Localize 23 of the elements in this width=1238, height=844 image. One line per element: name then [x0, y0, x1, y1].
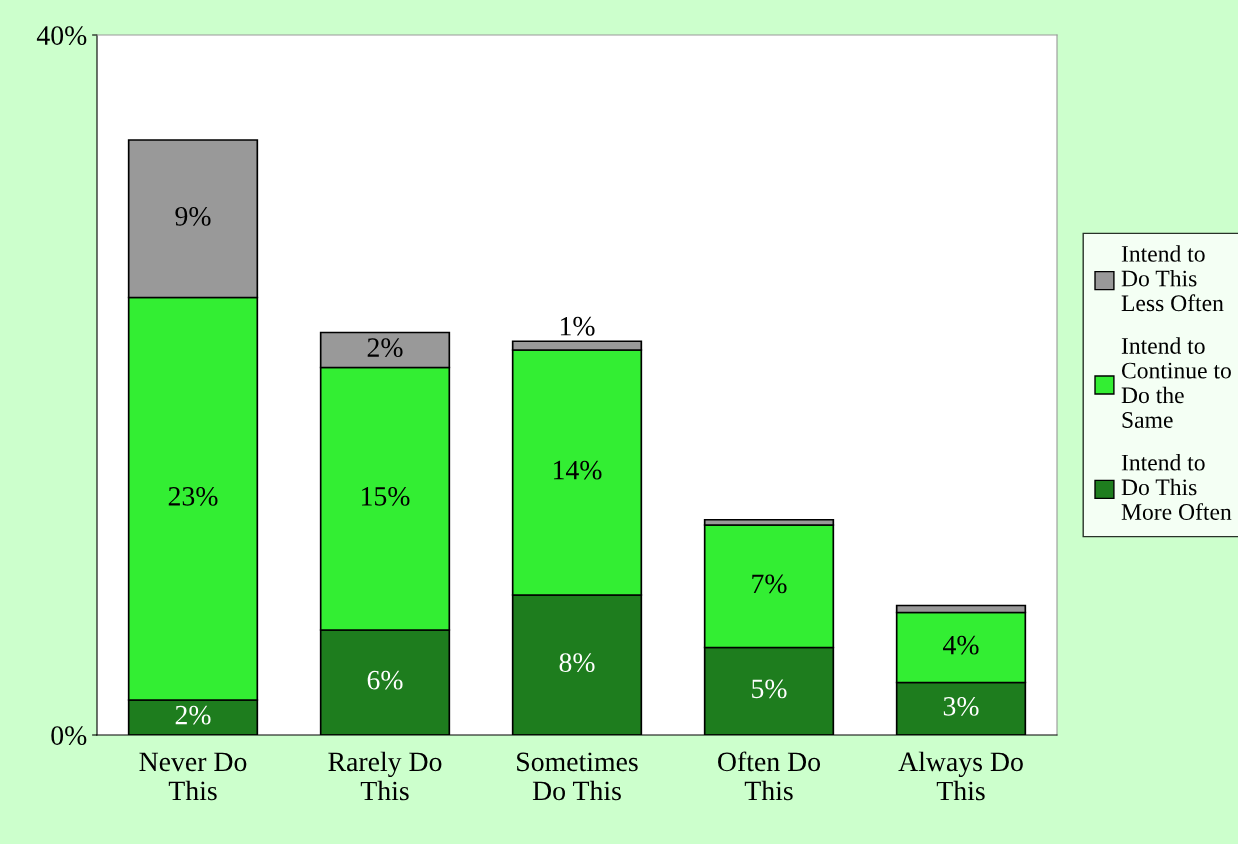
- x-tick-label: Rarely Do This: [328, 751, 442, 801]
- x-tick-label: Sometimes Do This: [517, 752, 638, 801]
- x-tick-label: Often Do This: [718, 751, 821, 801]
- data-label: 2%: [367, 338, 403, 358]
- data-label: 5%: [752, 679, 787, 699]
- data-label: 6%: [367, 670, 403, 690]
- data-label: 15%: [361, 486, 410, 506]
- x-tick-label: Never Do This: [139, 752, 247, 801]
- legend-label: Intend to Continue to Do the Same: [1121, 337, 1231, 428]
- data-label: 1%: [560, 316, 595, 336]
- data-label: 8%: [559, 653, 595, 673]
- data-label: 4%: [943, 635, 979, 655]
- data-label: 14%: [553, 460, 602, 480]
- data-label: 7%: [752, 574, 787, 594]
- data-label: 3%: [943, 696, 979, 716]
- x-tick-label: Always Do This: [898, 751, 1023, 801]
- data-label: 2%: [175, 705, 211, 725]
- y-tick-label: 0%: [51, 726, 87, 745]
- y-tick-label: 40%: [36, 26, 87, 45]
- legend-label: Intend to Do This Less Often: [1121, 245, 1224, 312]
- data-label: 9%: [175, 206, 211, 226]
- data-label: 23%: [168, 486, 218, 506]
- legend-label: Intend to Do This More Often: [1121, 453, 1232, 520]
